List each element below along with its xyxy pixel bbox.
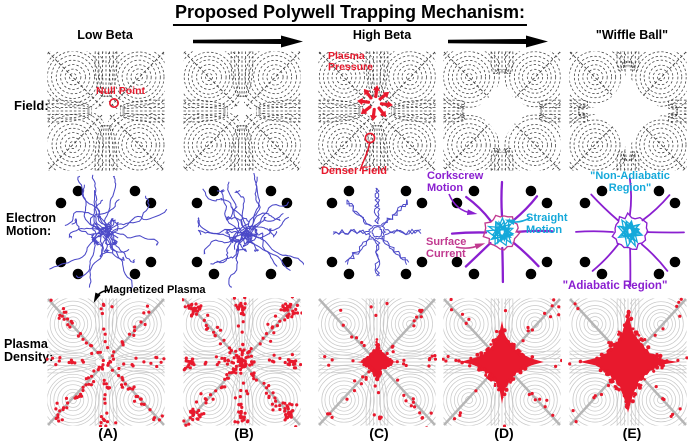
plasma-panel-a [45,297,166,432]
plasma-pressure-label: Plasma Pressure [328,50,373,74]
plasma-panel-c [317,297,438,432]
column-label-d: (D) [494,425,514,441]
null-point-label: Null Point [96,85,145,97]
non-adiabatic-region-label: "Non-Adiabatic Region" [590,170,670,194]
corkscrew-arrow-icon [444,192,486,223]
electron-panel-e [568,173,692,296]
electron-panel-d [440,173,564,296]
stage-label-high-beta: High Beta [352,28,412,42]
field-panel-c [317,50,437,177]
magnetized-plasma-arrow-icon [88,287,114,312]
column-label-c: (C) [369,425,389,441]
electron-panel-b [180,162,307,296]
electron-panel-a [44,173,168,296]
row-label-field: Field: [14,98,49,113]
stage-label-low-beta: Low Beta [77,28,133,42]
progression-arrow-icon [448,35,548,53]
plasma-panel-b [178,295,304,432]
surface-current-label: Surface Current [426,236,467,260]
denser-field-label: Denser Field [320,165,388,177]
corkscrew-motion-label: Corkscrew Motion [427,170,484,194]
row-label-plasma-density: Plasma Density: [4,337,54,365]
magnetized-plasma-label: Magnetized Plasma [104,284,206,296]
stage-label-wiffle-ball: "Wiffle Ball" [595,28,669,42]
surface-current-arrow-icon [454,238,494,257]
page-title: Proposed Polywell Trapping Mechanism: [172,2,528,26]
column-label-b: (B) [234,425,254,441]
row-label-electron-motion: Electron Motion: [6,211,57,239]
field-panel-b [182,50,302,177]
column-label-e: (E) [622,425,642,441]
adiabatic-region-label: "Adiabatic Region" [562,280,668,292]
straight-motion-arrow-icon [500,212,532,233]
field-panel-e [568,50,688,177]
progression-arrow-icon [193,35,303,53]
straight-motion-label: Straight Motion [526,212,568,236]
column-label-a: (A) [98,425,118,441]
field-panel-d [442,50,562,177]
plasma-panel-d [441,297,564,432]
electron-panel-c [315,173,439,296]
plasma-panel-e [568,297,689,432]
field-panel-a [46,50,166,177]
